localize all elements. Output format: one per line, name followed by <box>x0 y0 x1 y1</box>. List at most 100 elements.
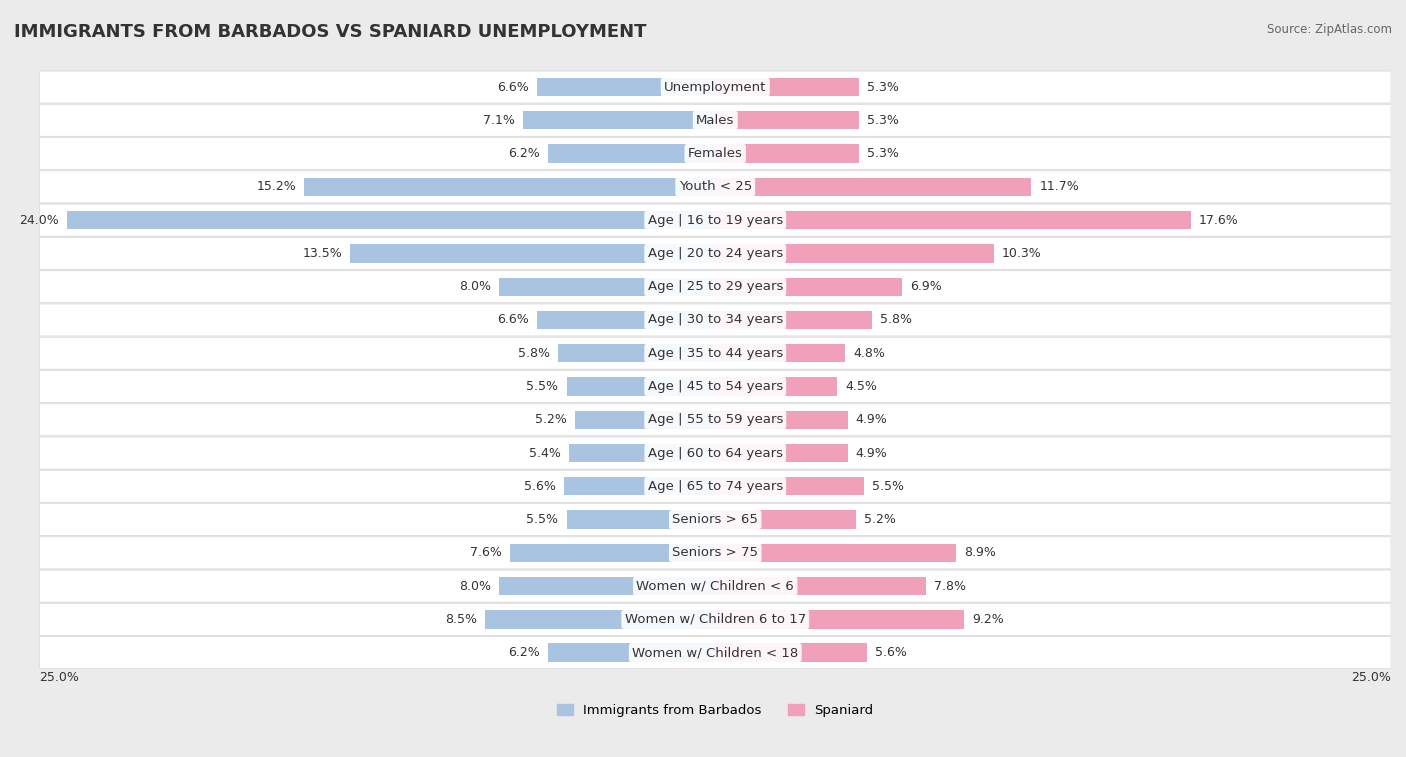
Text: Age | 30 to 34 years: Age | 30 to 34 years <box>648 313 783 326</box>
Text: 6.6%: 6.6% <box>496 80 529 94</box>
Text: 6.6%: 6.6% <box>496 313 529 326</box>
Text: Youth < 25: Youth < 25 <box>679 180 752 193</box>
Text: 5.2%: 5.2% <box>863 513 896 526</box>
Text: 4.8%: 4.8% <box>853 347 884 360</box>
Text: 4.9%: 4.9% <box>856 447 887 459</box>
Text: Age | 20 to 24 years: Age | 20 to 24 years <box>648 247 783 260</box>
Text: 5.3%: 5.3% <box>866 80 898 94</box>
Bar <box>716 643 866 662</box>
Text: 25.0%: 25.0% <box>1351 671 1391 684</box>
Text: 7.1%: 7.1% <box>484 114 515 127</box>
Bar <box>716 178 1032 196</box>
Bar <box>716 610 965 628</box>
FancyBboxPatch shape <box>39 470 1391 502</box>
Text: Seniors > 75: Seniors > 75 <box>672 547 758 559</box>
Bar <box>716 544 956 562</box>
Bar <box>499 577 716 595</box>
FancyBboxPatch shape <box>39 171 1391 203</box>
Text: 9.2%: 9.2% <box>972 613 1004 626</box>
Bar <box>716 245 994 263</box>
Text: 5.5%: 5.5% <box>526 513 558 526</box>
Text: Males: Males <box>696 114 734 127</box>
Text: 7.8%: 7.8% <box>934 580 966 593</box>
Text: 24.0%: 24.0% <box>18 213 59 226</box>
FancyBboxPatch shape <box>39 204 1391 236</box>
Text: 4.9%: 4.9% <box>856 413 887 426</box>
Text: Age | 55 to 59 years: Age | 55 to 59 years <box>648 413 783 426</box>
Text: 17.6%: 17.6% <box>1199 213 1239 226</box>
Bar <box>716 410 848 429</box>
Bar <box>499 278 716 296</box>
Bar <box>716 444 848 463</box>
Text: 11.7%: 11.7% <box>1039 180 1080 193</box>
Bar <box>567 377 716 396</box>
Text: Women w/ Children < 18: Women w/ Children < 18 <box>633 646 799 659</box>
Text: 5.3%: 5.3% <box>866 114 898 127</box>
Text: 5.4%: 5.4% <box>529 447 561 459</box>
Bar <box>575 410 716 429</box>
Bar <box>510 544 716 562</box>
Bar <box>716 111 859 129</box>
Text: 8.0%: 8.0% <box>458 580 491 593</box>
Text: 5.3%: 5.3% <box>866 147 898 160</box>
Bar <box>716 344 845 363</box>
Bar <box>548 643 716 662</box>
Text: 8.0%: 8.0% <box>458 280 491 293</box>
Bar <box>558 344 716 363</box>
Bar <box>485 610 716 628</box>
Text: 15.2%: 15.2% <box>256 180 297 193</box>
Bar <box>66 211 716 229</box>
FancyBboxPatch shape <box>39 337 1391 369</box>
Text: Age | 45 to 54 years: Age | 45 to 54 years <box>648 380 783 393</box>
Text: Women w/ Children < 6: Women w/ Children < 6 <box>637 580 794 593</box>
Bar <box>304 178 716 196</box>
Text: 8.5%: 8.5% <box>446 613 478 626</box>
FancyBboxPatch shape <box>39 238 1391 269</box>
FancyBboxPatch shape <box>39 537 1391 569</box>
Text: Females: Females <box>688 147 742 160</box>
Text: Age | 60 to 64 years: Age | 60 to 64 years <box>648 447 783 459</box>
Bar <box>716 577 927 595</box>
Text: Age | 16 to 19 years: Age | 16 to 19 years <box>648 213 783 226</box>
FancyBboxPatch shape <box>39 104 1391 136</box>
Text: Women w/ Children 6 to 17: Women w/ Children 6 to 17 <box>624 613 806 626</box>
Bar <box>716 78 859 96</box>
Bar <box>548 145 716 163</box>
Bar <box>716 477 863 495</box>
Text: 13.5%: 13.5% <box>302 247 342 260</box>
Legend: Immigrants from Barbados, Spaniard: Immigrants from Barbados, Spaniard <box>551 699 879 722</box>
Text: 6.9%: 6.9% <box>910 280 942 293</box>
FancyBboxPatch shape <box>39 503 1391 535</box>
Text: 7.6%: 7.6% <box>470 547 502 559</box>
Bar <box>716 377 837 396</box>
Text: Age | 65 to 74 years: Age | 65 to 74 years <box>648 480 783 493</box>
Text: Age | 35 to 44 years: Age | 35 to 44 years <box>648 347 783 360</box>
Text: 6.2%: 6.2% <box>508 646 540 659</box>
Bar <box>564 477 716 495</box>
Text: Seniors > 65: Seniors > 65 <box>672 513 758 526</box>
Text: Source: ZipAtlas.com: Source: ZipAtlas.com <box>1267 23 1392 36</box>
Text: 5.8%: 5.8% <box>880 313 912 326</box>
Bar <box>567 510 716 528</box>
Text: Age | 25 to 29 years: Age | 25 to 29 years <box>648 280 783 293</box>
Text: 10.3%: 10.3% <box>1001 247 1042 260</box>
FancyBboxPatch shape <box>39 437 1391 469</box>
Bar <box>569 444 716 463</box>
FancyBboxPatch shape <box>39 304 1391 336</box>
FancyBboxPatch shape <box>39 71 1391 103</box>
Text: 5.5%: 5.5% <box>872 480 904 493</box>
Text: Unemployment: Unemployment <box>664 80 766 94</box>
Bar <box>716 145 859 163</box>
Text: 25.0%: 25.0% <box>39 671 79 684</box>
Bar <box>523 111 716 129</box>
Bar <box>537 78 716 96</box>
Text: 8.9%: 8.9% <box>965 547 995 559</box>
Bar <box>537 311 716 329</box>
Bar <box>350 245 716 263</box>
FancyBboxPatch shape <box>39 271 1391 303</box>
Text: 6.2%: 6.2% <box>508 147 540 160</box>
FancyBboxPatch shape <box>39 138 1391 170</box>
Bar <box>716 311 872 329</box>
FancyBboxPatch shape <box>39 637 1391 668</box>
Bar <box>716 211 1191 229</box>
